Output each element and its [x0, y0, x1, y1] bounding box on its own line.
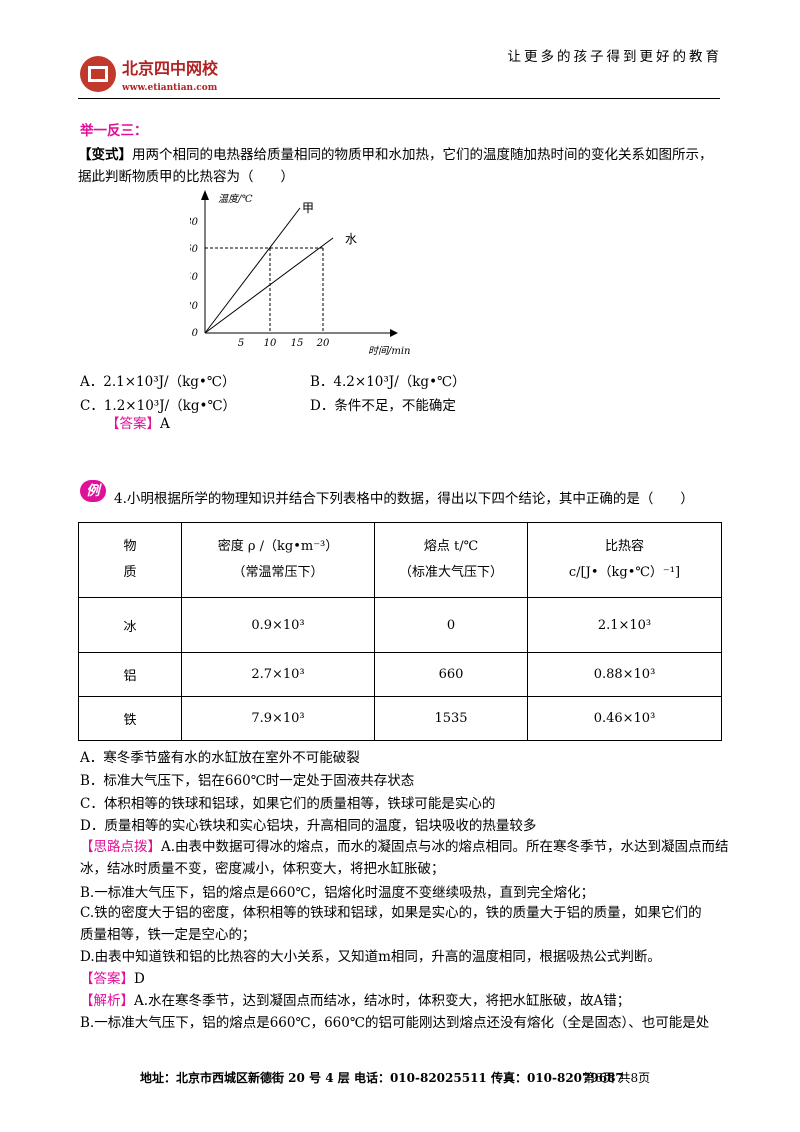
logo: 北京四中网校 www.etiantian.com [80, 56, 219, 93]
option: A．寒冬季节盛有水的水缸放在室外不可能破裂 [80, 750, 360, 766]
cell: （标准大气压下） [398, 565, 503, 580]
x-label: 时间/min [368, 345, 411, 357]
cell: 0.46×10³ [527, 696, 722, 741]
question-text: 用两个相同的电热器给质量相同的物质甲和水加热，它们的温度随加热时间的变化关系如图… [132, 147, 713, 163]
logo-url: www.etiantian.com [121, 83, 218, 93]
option: D．质量相等的实心铁块和实心铝块，升高相同的温度，铝块吸收的热量较多 [80, 818, 537, 834]
cell: 1535 [374, 696, 528, 741]
answer: A [160, 416, 170, 432]
figure: 温度/℃ 时间/min 80 60 40 20 0 5 10 15 20 甲 水 [190, 190, 411, 357]
answer-tag: 【答案】 [106, 416, 160, 432]
option: B．4.2×10³J/（kg•℃） [310, 374, 466, 390]
cell: 熔点 t/℃ [423, 539, 479, 554]
answer-tag: 【答案】 [80, 971, 134, 987]
curve-label: 水 [345, 232, 357, 246]
cell: 铝 [78, 652, 182, 697]
y-tick: 80 [190, 217, 199, 228]
x-tick: 5 [238, 338, 244, 349]
data-table: 物质 密度 ρ /（kg•m⁻³） （常温常压下） 熔点 t/℃ （标准大气压下） … [78, 522, 722, 741]
footer-page: 第6页 共8页 [583, 1071, 651, 1085]
hint: A.由表中数据可得冰的熔点，而水的凝固点与冰的熔点相同。所在寒冬季节，水达到凝固… [161, 839, 729, 855]
cell: c/[J•（kg•℃）⁻¹] [568, 565, 681, 580]
cell: 质 [123, 565, 137, 580]
table-header: 物质 密度 ρ /（kg•m⁻³） （常温常压下） 熔点 t/℃ （标准大气压下） … [78, 522, 722, 598]
badge: 例 [80, 480, 106, 502]
hint: C.铁的密度大于铝的密度，体积相等的铁球和铝球，如果是实心的，铁的质量大于铝的质… [80, 905, 702, 921]
analysis: B.一标准大气压下，铝的熔点是660℃，660℃的铝可能刚达到熔点还没有熔化（全… [80, 1015, 710, 1031]
cell: 2.7×10³ [181, 652, 375, 697]
cell: 物 [123, 539, 137, 554]
cell: 0 [374, 597, 528, 653]
section-title: 举一反三： [80, 123, 148, 139]
option: C．1.2×10³J/（kg•℃） [80, 398, 237, 414]
analysis: A.水在寒冬季节，达到凝固点而结冰，结冰时，体积变大，将把水缸胀破，故A错； [134, 993, 631, 1009]
option: C．体积相等的铁球和铝球，如果它们的质量相等，铁球可能是实心的 [80, 796, 496, 812]
hint: B.一标准大气压下，铝的熔点是660℃，铝熔化时温度不变继续吸热，直到完全熔化； [80, 885, 595, 901]
cell: 0.9×10³ [181, 597, 375, 653]
x-tick: 10 [264, 338, 277, 349]
logo-name: 北京四中网校 [122, 59, 219, 78]
slogan: 让更多的孩子得到更好的教育 [507, 49, 722, 65]
curve-label: 甲 [302, 201, 314, 215]
example-text: 4.小明根据所学的物理知识并结合下列表格中的数据，得出以下四个结论，其中正确的是… [114, 491, 694, 507]
answer: D [134, 971, 145, 987]
cell: 密度 ρ /（kg•m⁻³） [217, 539, 339, 554]
cell: 铁 [78, 696, 182, 741]
y-tick: 20 [190, 301, 199, 312]
option: B．标准大气压下，铝在660℃时一定处于固液共存状态 [80, 773, 415, 789]
cell: 比热容 [604, 539, 644, 554]
tag: 【变式】 [78, 147, 132, 163]
cell: 0.88×10³ [527, 652, 722, 697]
hint: 冰，结冰时质量不变，密度减小，体积变大，将把水缸胀破； [80, 861, 445, 877]
question-text: 据此判断物质甲的比热容为（ ） [78, 169, 294, 185]
cell: 2.1×10³ [527, 597, 722, 653]
cell: （常温常压下） [232, 565, 324, 580]
hint: D.由表中知道铁和铝的比热容的大小关系，又知道m相同，升高的温度相同，根据吸热公… [80, 949, 661, 965]
option: A．2.1×10³J/（kg•℃） [80, 374, 236, 390]
y-tick: 40 [190, 272, 199, 283]
x-tick: 15 [291, 338, 304, 349]
cell: 冰 [78, 597, 182, 653]
hint-tag: 【思路点拨】 [80, 839, 161, 855]
analysis-tag: 【解析】 [80, 993, 134, 1009]
hint: 质量相等，铁一定是空心的； [80, 927, 256, 943]
y-tick: 60 [190, 244, 199, 255]
footer-contact: 地址：北京市西城区新德街 20 号 4 层 电话：010-82025511 传真… [140, 1071, 624, 1085]
y-label: 温度/℃ [218, 193, 253, 205]
x-tick: 20 [316, 338, 330, 349]
option: D．条件不足，不能确定 [310, 398, 456, 414]
y-tick: 0 [192, 328, 199, 339]
header-rule [78, 98, 720, 99]
cell: 7.9×10³ [181, 696, 375, 741]
cell: 660 [374, 652, 528, 697]
